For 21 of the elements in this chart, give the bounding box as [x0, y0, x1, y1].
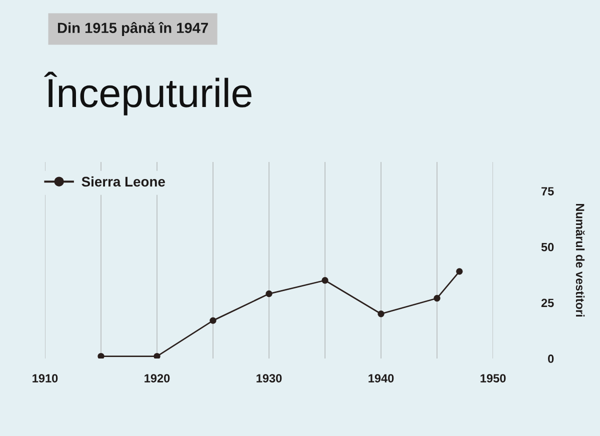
y-axis-title: Numărul de vestitori — [576, 204, 585, 317]
point — [98, 352, 104, 359]
x-tick-label: 1940 — [368, 374, 394, 382]
chart-title: Începuturile — [44, 72, 252, 116]
y-tick-label: 50 — [541, 242, 554, 252]
point — [322, 277, 328, 284]
legend-label: Sierra Leone — [82, 176, 165, 187]
point — [434, 294, 440, 302]
point — [266, 290, 272, 298]
x-tick-label: 1920 — [144, 374, 170, 382]
point — [210, 317, 216, 324]
x-tick-label: 1910 — [32, 374, 58, 382]
y-tick-label: 25 — [541, 298, 554, 308]
y-tick-label: 0 — [548, 354, 554, 363]
x-tick-label: 1950 — [480, 374, 506, 382]
point — [456, 268, 463, 275]
chart-subtitle: Din 1915 până în 1947 — [58, 22, 208, 36]
point — [154, 352, 160, 359]
point — [378, 310, 384, 318]
y-tick-label: 75 — [542, 187, 554, 196]
x-tick-label: 1930 — [256, 374, 282, 382]
